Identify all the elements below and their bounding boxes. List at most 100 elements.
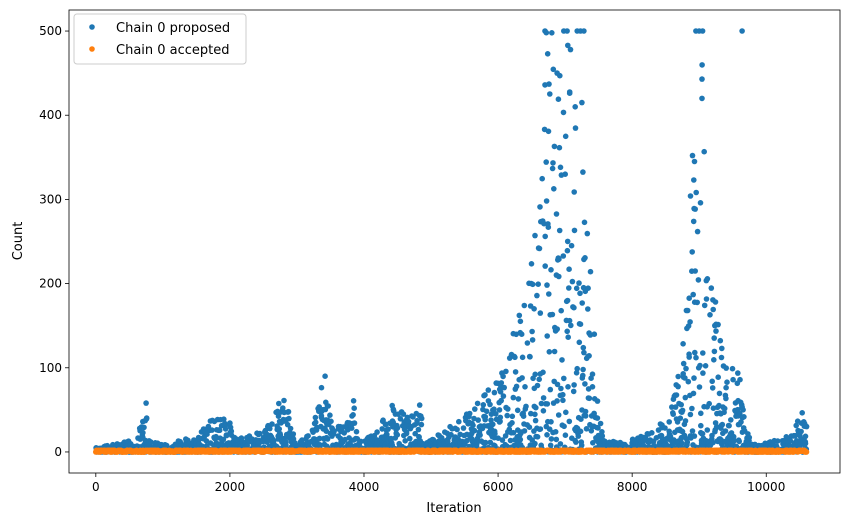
proposed-point <box>519 354 526 361</box>
proposed-point <box>802 440 809 447</box>
proposed-point <box>730 376 736 383</box>
proposed-point <box>512 369 519 375</box>
proposed-point <box>687 193 694 199</box>
proposed-point <box>721 405 728 412</box>
proposed-point <box>544 333 550 339</box>
proposed-point <box>276 426 283 432</box>
proposed-point <box>687 411 694 418</box>
proposed-point <box>562 171 568 177</box>
series-chain-0-accepted <box>93 447 810 455</box>
proposed-point <box>512 354 518 361</box>
proposed-point <box>577 428 584 435</box>
proposed-point <box>546 81 552 87</box>
proposed-point <box>517 318 524 325</box>
proposed-point <box>537 310 544 316</box>
proposed-point <box>540 408 547 414</box>
proposed-point <box>575 433 582 439</box>
proposed-point <box>416 402 423 408</box>
proposed-point <box>471 415 477 422</box>
proposed-point <box>557 441 564 447</box>
proposed-point <box>413 438 419 445</box>
proposed-point <box>353 428 360 435</box>
proposed-point <box>327 412 333 419</box>
proposed-point <box>280 405 286 411</box>
proposed-point <box>584 230 591 237</box>
proposed-point <box>540 369 546 376</box>
proposed-point <box>544 432 550 438</box>
proposed-point <box>685 378 692 385</box>
proposed-point <box>222 426 229 432</box>
proposed-point <box>710 439 716 446</box>
proposed-point <box>722 428 729 434</box>
proposed-point <box>474 400 481 407</box>
proposed-point <box>482 392 488 398</box>
proposed-point <box>691 177 697 183</box>
proposed-point <box>582 381 588 387</box>
proposed-point <box>555 96 562 102</box>
proposed-point <box>589 384 596 390</box>
proposed-point <box>711 335 717 341</box>
proposed-point <box>677 415 684 422</box>
proposed-point <box>460 425 467 431</box>
proposed-point <box>209 427 215 433</box>
proposed-point <box>544 51 551 57</box>
proposed-point <box>503 368 509 375</box>
proposed-point <box>564 247 571 254</box>
proposed-point <box>550 160 556 166</box>
proposed-point <box>519 375 525 381</box>
proposed-point <box>557 72 563 79</box>
proposed-point <box>802 433 809 440</box>
proposed-point <box>679 440 685 447</box>
proposed-point <box>456 418 462 425</box>
proposed-point <box>583 426 590 432</box>
proposed-point <box>504 412 511 419</box>
proposed-point <box>551 143 558 150</box>
proposed-point <box>275 413 282 420</box>
proposed-point <box>573 285 580 292</box>
proposed-point <box>718 354 725 361</box>
proposed-point <box>535 281 541 288</box>
proposed-point <box>317 442 323 448</box>
proposed-point <box>587 268 594 275</box>
proposed-point <box>711 357 717 363</box>
proposed-point <box>322 373 328 380</box>
proposed-point <box>735 370 741 376</box>
proposed-point <box>148 439 154 445</box>
proposed-point <box>276 400 282 407</box>
y-tick-label: 200 <box>39 277 62 291</box>
proposed-point <box>559 357 565 363</box>
proposed-point <box>719 345 725 352</box>
proposed-point <box>532 371 538 378</box>
proposed-point <box>281 397 287 404</box>
proposed-point <box>594 415 601 421</box>
legend[interactable]: Chain 0 proposed Chain 0 accepted <box>73 13 247 65</box>
proposed-point <box>277 430 283 437</box>
proposed-point <box>485 387 492 393</box>
y-tick-label: 500 <box>39 24 62 38</box>
y-tick-label: 100 <box>39 361 62 375</box>
proposed-point <box>488 417 494 423</box>
proposed-point <box>572 125 579 131</box>
proposed-point <box>737 376 743 383</box>
proposed-point <box>565 334 571 341</box>
proposed-point <box>536 376 542 383</box>
proposed-point <box>689 405 695 412</box>
proposed-point <box>699 76 705 82</box>
proposed-point <box>374 429 380 435</box>
proposed-point <box>542 263 548 269</box>
proposed-point <box>556 227 563 234</box>
proposed-point <box>203 438 210 444</box>
proposed-point <box>227 420 233 426</box>
proposed-point <box>692 268 698 274</box>
proposed-point <box>713 424 720 430</box>
proposed-point <box>285 408 292 415</box>
proposed-point <box>324 436 331 442</box>
proposed-point <box>482 416 489 423</box>
proposed-point <box>585 306 591 312</box>
proposed-point <box>683 365 689 372</box>
proposed-point <box>517 436 524 443</box>
proposed-point <box>686 295 692 302</box>
proposed-point <box>723 384 729 391</box>
proposed-point <box>221 416 227 423</box>
proposed-point <box>591 331 598 338</box>
